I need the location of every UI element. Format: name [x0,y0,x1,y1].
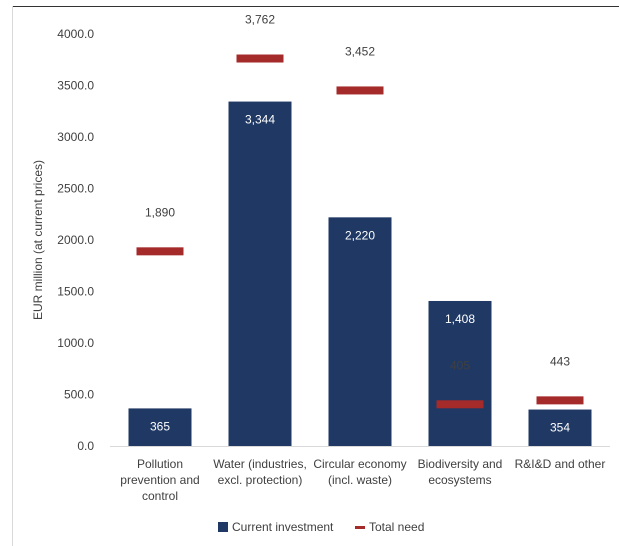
total-need-marker [336,86,384,95]
bar-current-investment [228,101,292,447]
bar-value-label: 2,220 [345,228,375,242]
category-label: Pollution prevention and control [120,457,199,503]
bar-value-label: 3,344 [245,113,275,127]
bar-value-label: 365 [150,419,170,433]
bar-current-investment [428,300,492,446]
bar-value-label: 354 [550,421,570,435]
total-need-marker [536,396,584,405]
bars: 365 3,344 2,220 1,408 354 [128,101,592,447]
y-tick-label: 2000.0 [57,233,94,247]
y-tick-label: 3500.0 [57,79,94,93]
bar-current-investment [328,217,392,446]
legend: Current investment Total need [218,520,424,534]
category-label: R&I&D and other [515,457,606,471]
frame-top-border [12,6,619,7]
legend-swatch-current-investment [218,522,228,532]
y-axis-title: EUR million (at current prices) [31,160,45,320]
total-need-marker [136,247,184,256]
legend-label-current-investment: Current investment [232,520,334,534]
legend-swatch-total-need [355,526,365,529]
y-tick-label: 3000.0 [57,130,94,144]
y-tick-label: 0.0 [77,439,94,453]
legend-label-total-need: Total need [369,520,424,534]
need-markers: 1,890 3,762 3,452 405 443 [136,13,584,409]
y-axis-ticks: 0.0 500.0 1000.0 1500.0 2000.0 2500.0 3000.0 35… [57,27,94,453]
bar-value-label: 1,408 [445,312,475,326]
y-tick-label: 2500.0 [57,182,94,196]
need-value-label: 405 [450,358,470,372]
category-label: Circular economy (incl. waste) [313,457,406,487]
category-labels: Pollution prevention and control Water (ind… [120,457,605,503]
category-label: Biodiversity and ecosystems [418,457,503,487]
total-need-marker [436,400,484,409]
y-axis-title-text: EUR million (at current prices) [31,160,45,320]
y-tick-label: 1500.0 [57,285,94,299]
y-tick-label: 1000.0 [57,336,94,350]
category-label: Water (industries, excl. protection) [213,457,307,487]
need-value-label: 443 [550,354,570,368]
bar-current-investment [128,408,192,446]
bar-current-investment [528,409,592,446]
need-value-label: 1,890 [145,205,175,219]
y-tick-label: 500.0 [64,388,94,402]
total-need-marker [236,54,284,63]
need-value-label: 3,762 [245,13,275,27]
need-value-label: 3,452 [345,44,375,58]
frame-left-border [12,6,13,546]
y-tick-label: 4000.0 [57,27,94,41]
